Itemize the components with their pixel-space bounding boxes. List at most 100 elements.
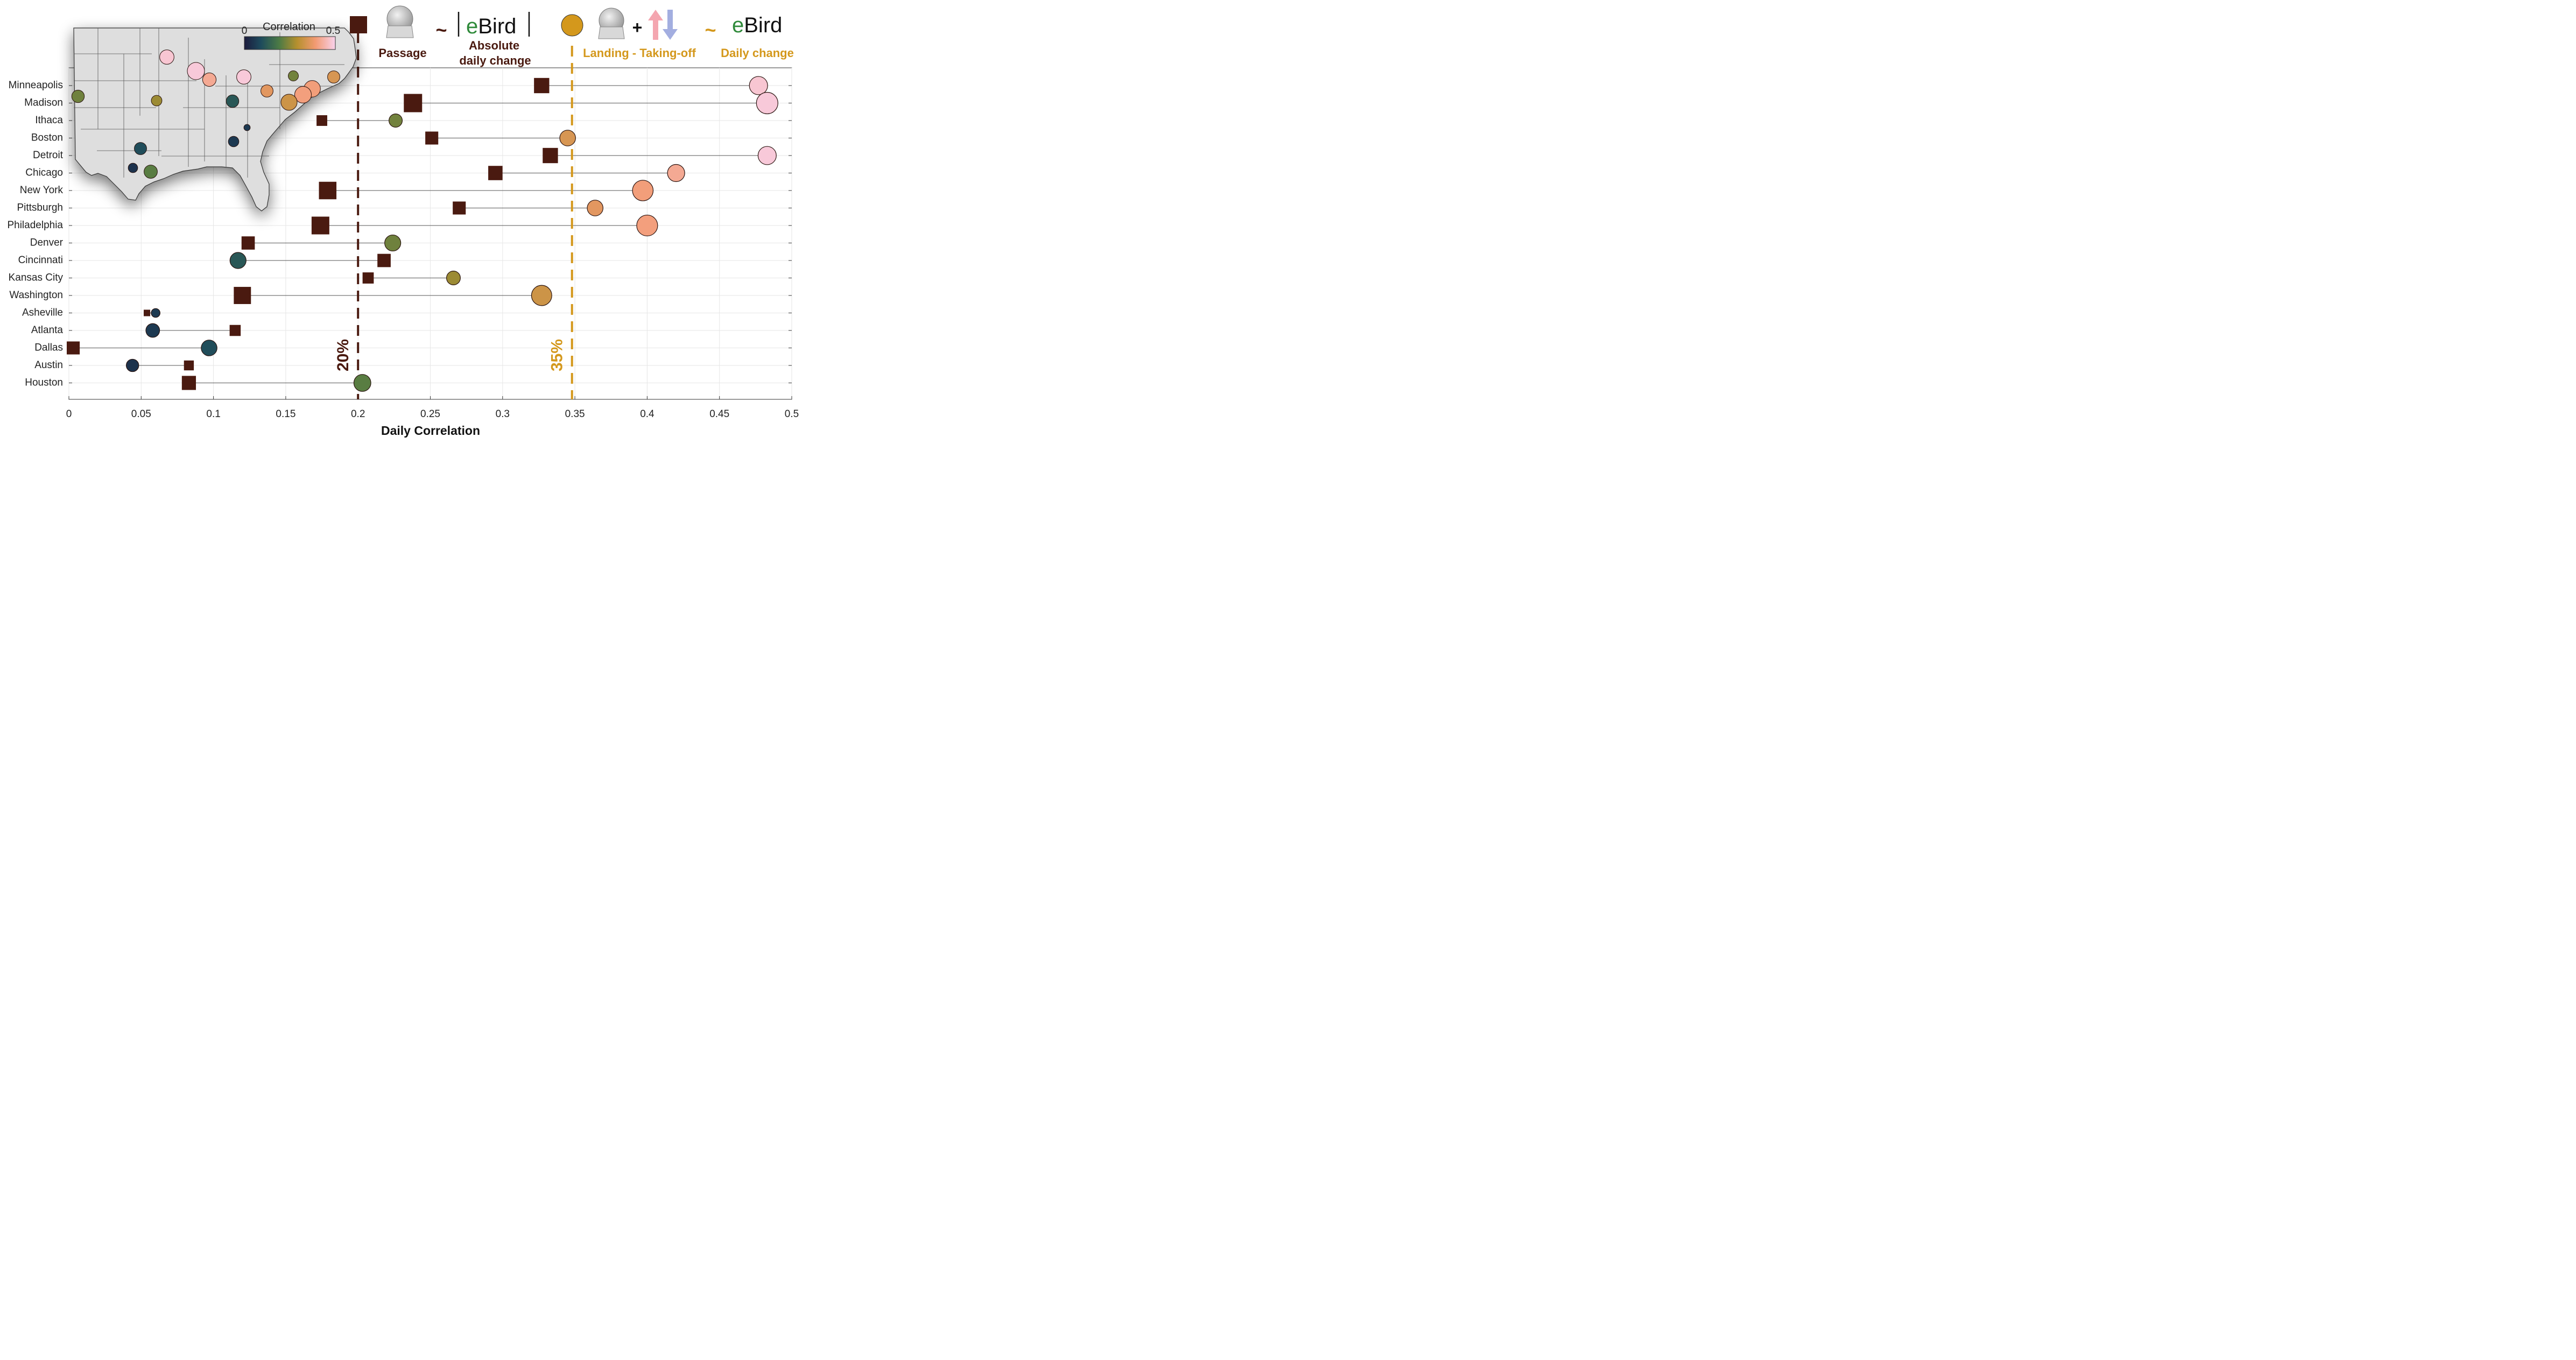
passage-marker-detroit [543,147,558,164]
map-marker-dallas [134,142,147,155]
landing-marker-houston [353,374,371,392]
ebird-logo-1-rest: Bird [478,15,516,38]
passage-marker-philadelphia [311,216,329,235]
passage-marker-new-york [319,181,337,200]
colorbar-title: Correlation [263,21,315,33]
landing-marker-minneapolis [749,76,768,95]
x-tick-label: 0.1 [206,408,220,420]
y-tick-label-detroit: Detroit [33,150,64,161]
passage-marker-chicago [488,166,503,180]
passage-marker-madison [404,94,423,112]
ebird-logo-1: eBird [466,15,516,38]
ebird-logo-2-rest: Bird [744,13,782,37]
map-site-markers [71,50,340,179]
passage-marker-minneapolis [534,77,550,94]
landing-marker-denver [384,234,402,252]
map-marker-asheville [243,124,251,131]
legend-landing-circle [561,14,583,37]
x-tick-label: 0 [66,408,72,420]
colorbar-max-label: 0.5 [326,25,340,37]
reference-label-20: 20% [334,339,352,371]
x-tick-labels: 0 0.05 0.1 0.15 0.2 0.25 0.3 0.35 0.4 0.45 0.5 [66,408,799,420]
map-marker-washington [280,94,298,111]
landing-marker-boston [559,130,576,146]
x-tick-label: 0.2 [351,408,365,420]
map-marker-philadelphia [294,86,312,104]
y-tick-label-philadelphia: Philadelphia [7,220,63,231]
passage-marker-ithaca [316,115,327,126]
passage-marker-houston [181,376,196,390]
stems [73,85,768,383]
passage-marker-kansas-city [362,272,374,284]
y-tick-label-houston: Houston [25,377,63,389]
y-tick-label-asheville: Asheville [22,307,63,319]
colorbar-min-label: 0 [242,25,248,37]
map-marker-detroit [236,69,251,84]
landing-marker-atlanta [145,323,160,338]
landing-marker-philadelphia [636,214,658,237]
y-tick-label-kansas-city: Kansas City [9,272,64,284]
y-tick-labels: Minneapolis Madison Ithaca Boston Detroit Chi… [7,80,63,389]
landing-marker-dallas [201,340,217,356]
legend-absolute-label-2: daily change [459,54,531,67]
map-marker-minneapolis [159,50,174,65]
y-tick-label-madison: Madison [24,97,63,109]
passage-marker-boston [425,131,439,145]
landing-marker-ithaca [389,114,403,128]
legend-tilde-2: ~ [705,19,716,41]
passage-marker-pittsburgh [453,201,466,215]
legend-passage-label: Passage [378,46,426,60]
x-axis-label: Daily Correlation [381,424,480,438]
y-tick-label-denver: Denver [30,237,64,249]
x-tick-label: 0.45 [709,408,729,420]
ebird-logo-1-e: e [466,15,478,38]
y-tick-label-minneapolis: Minneapolis [9,80,63,91]
x-tick-label: 0.35 [565,408,585,420]
map-marker-cincinnati [226,94,240,108]
landing-marker-detroit [757,146,777,165]
x-tick-label: 0.5 [785,408,799,420]
reference-lines: 20% 35% [334,32,573,399]
passage-marker-asheville [144,309,151,316]
y-tick-label-austin: Austin [34,360,63,371]
radar-dome-icon-2 [598,8,625,39]
map-marker-kansas-city [151,95,163,107]
map-marker-ithaca [288,71,299,81]
landing-marker-chicago [667,164,685,182]
y-tick-label-pittsburgh: Pittsburgh [17,202,63,214]
y-tick-label-chicago: Chicago [25,167,63,179]
reference-label-35: 35% [548,339,566,371]
dumbbell-chart: 20% 35% Minneapolis Madison Ithaca Boston De… [7,5,799,438]
map-marker-houston [144,165,158,179]
y-tick-label-boston: Boston [31,132,63,144]
legend-passage-square [350,16,367,33]
passage-marker-atlanta [229,325,241,336]
landing-marker-washington [531,285,552,306]
landing-marker-asheville [151,308,160,318]
radar-dome-icon [386,5,414,38]
ebird-logo-2-e: e [732,13,744,37]
landing-marker-austin [125,358,139,372]
landing-marker-cincinnati [229,252,247,269]
up-arrow-icon [648,10,663,40]
x-tick-label: 0.05 [131,408,151,420]
x-tick-label: 0.15 [276,408,295,420]
map-marker-denver [71,89,85,103]
y-tick-label-ithaca: Ithaca [35,115,63,126]
y-tick-label-atlanta: Atlanta [31,325,64,336]
y-tick-label-washington: Washington [9,290,63,301]
us-map-shape [73,27,357,212]
y-tick-label-dallas: Dallas [34,342,63,354]
map-marker-boston [327,71,340,83]
map-marker-atlanta [228,136,240,147]
passage-marker-washington [234,287,251,304]
x-tick-label: 0.3 [496,408,510,420]
map-marker-pittsburgh [261,84,273,97]
legend-plus: + [632,18,643,37]
map-marker-madison [187,62,205,80]
y-tick-label-cincinnati: Cincinnati [18,255,63,266]
ebird-logo-2: eBird [732,13,782,37]
passage-marker-denver [241,236,255,250]
inset-map: Correlation 0 0.5 [71,21,357,212]
map-marker-austin [128,163,138,173]
